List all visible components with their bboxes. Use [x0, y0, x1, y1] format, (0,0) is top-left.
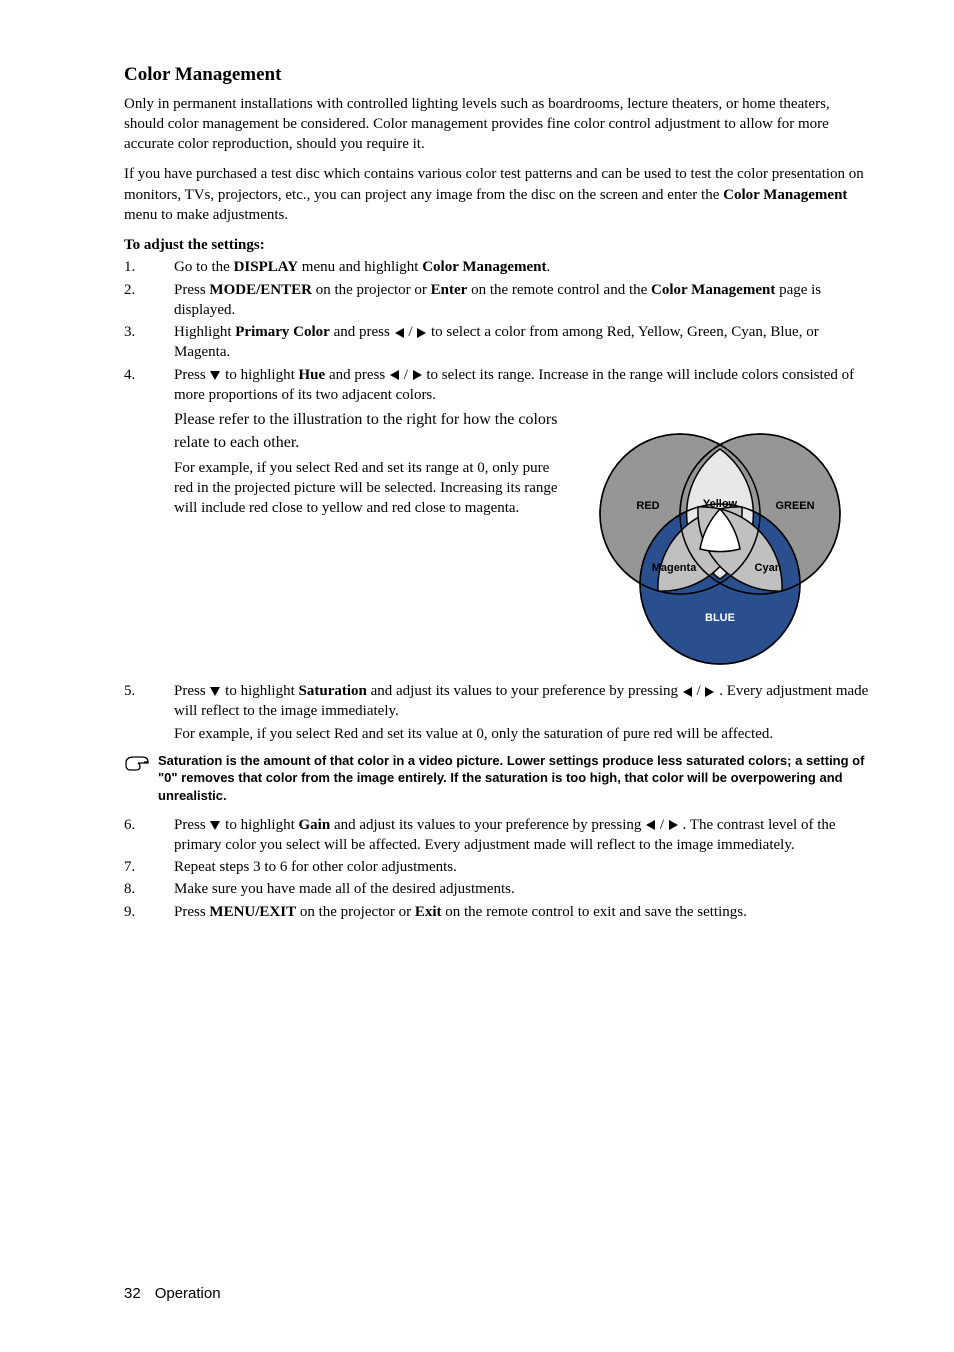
step6-b: to highlight	[221, 817, 298, 833]
step9-c: on the remote control to exit and save t…	[442, 904, 747, 920]
venn-label-blue: BLUE	[705, 612, 735, 624]
adjust-heading: To adjust the settings:	[124, 235, 870, 255]
intro2-text-b: menu to make adjustments.	[124, 207, 288, 223]
step2-a: Press	[174, 282, 209, 298]
arrow-right-icon	[705, 687, 714, 697]
section-heading: Color Management	[124, 62, 870, 88]
page-number: 32	[124, 1285, 141, 1302]
step-5: Press to highlight Saturation and adjust…	[124, 681, 870, 744]
step5-bold1: Saturation	[299, 683, 367, 699]
arrow-down-icon	[210, 687, 220, 696]
arrow-left-icon	[390, 370, 399, 380]
saturation-note: Saturation is the amount of that color i…	[124, 752, 870, 805]
step1-bold2: Color Management	[422, 259, 546, 275]
step4-c: and press	[325, 367, 389, 383]
step6-bold1: Gain	[299, 817, 331, 833]
arrow-left-icon	[395, 328, 404, 338]
step-6: Press to highlight Gain and adjust its v…	[124, 815, 870, 856]
step3-bold1: Primary Color	[235, 324, 330, 340]
step1-c: .	[547, 259, 551, 275]
step9-bold2: Exit	[415, 904, 442, 920]
venn-label-cyan: Cyan	[755, 562, 782, 574]
step5-example: For example, if you select Red and set i…	[174, 724, 870, 744]
step2-bold3: Color Management	[651, 282, 775, 298]
step2-c: on the remote control and the	[467, 282, 651, 298]
step3-b: and press	[330, 324, 394, 340]
step-4: Press to highlight Hue and press / to se…	[124, 365, 870, 680]
step3-a: Highlight	[174, 324, 235, 340]
color-venn-diagram: RED Yellow GREEN Magenta Cyan BLUE	[570, 409, 870, 679]
step-7: Repeat steps 3 to 6 for other color adju…	[124, 857, 870, 877]
note-text: Saturation is the amount of that color i…	[158, 752, 870, 805]
step5-a: Press	[174, 683, 209, 699]
step4-bold1: Hue	[299, 367, 326, 383]
step1-b: menu and highlight	[298, 259, 422, 275]
step2-b: on the projector or	[312, 282, 431, 298]
step1-bold1: DISPLAY	[234, 259, 298, 275]
arrow-right-icon	[413, 370, 422, 380]
step9-a: Press	[174, 904, 209, 920]
step2-bold2: Enter	[431, 282, 468, 298]
step5-b: to highlight	[221, 683, 298, 699]
arrow-down-icon	[210, 821, 220, 830]
step2-bold1: MODE/ENTER	[209, 282, 312, 298]
step4-b: to highlight	[221, 367, 298, 383]
step6-c: and adjust its values to your preference…	[330, 817, 645, 833]
step-9: Press MENU/EXIT on the projector or Exit…	[124, 902, 870, 922]
step1-a: Go to the	[174, 259, 234, 275]
venn-label-red: RED	[636, 500, 659, 512]
step9-b: on the projector or	[296, 904, 415, 920]
step-2: Press MODE/ENTER on the projector or Ent…	[124, 280, 870, 321]
step4-a: Press	[174, 367, 209, 383]
arrow-right-icon	[417, 328, 426, 338]
footer-section: Operation	[155, 1285, 221, 1302]
arrow-left-icon	[683, 687, 692, 697]
venn-label-green: GREEN	[775, 500, 814, 512]
page-footer: 32 Operation	[124, 1284, 221, 1304]
step5-c: and adjust its values to your preference…	[367, 683, 682, 699]
arrow-down-icon	[210, 371, 220, 380]
steps-list-bottom: Press to highlight Gain and adjust its v…	[124, 815, 870, 922]
step-1: Go to the DISPLAY menu and highlight Col…	[124, 257, 870, 277]
step9-bold1: MENU/EXIT	[209, 904, 296, 920]
intro2-bold: Color Management	[723, 187, 847, 203]
steps-list-top: Go to the DISPLAY menu and highlight Col…	[124, 257, 870, 744]
arrow-left-icon	[646, 820, 655, 830]
step-3: Highlight Primary Color and press / to s…	[124, 322, 870, 363]
intro-paragraph-2: If you have purchased a test disc which …	[124, 164, 870, 225]
venn-label-yellow: Yellow	[703, 498, 738, 510]
arrow-right-icon	[669, 820, 678, 830]
step6-a: Press	[174, 817, 209, 833]
note-hand-icon	[124, 754, 150, 778]
venn-label-magenta: Magenta	[652, 562, 698, 574]
step-8: Make sure you have made all of the desir…	[124, 879, 870, 899]
intro-paragraph-1: Only in permanent installations with con…	[124, 94, 870, 155]
